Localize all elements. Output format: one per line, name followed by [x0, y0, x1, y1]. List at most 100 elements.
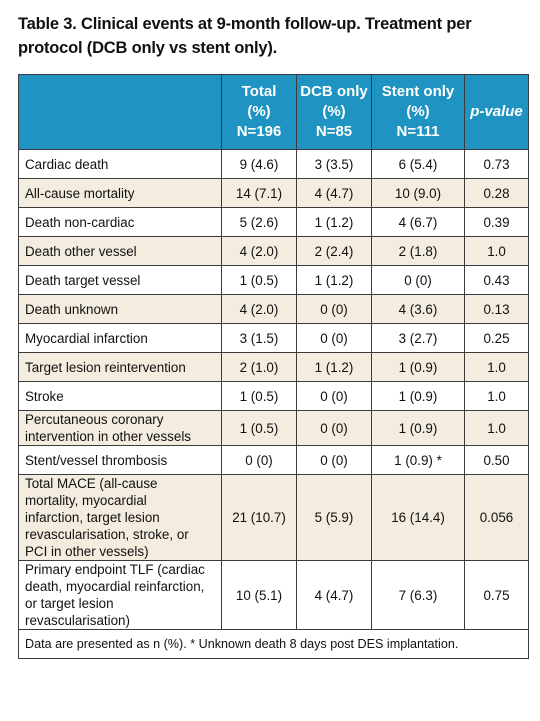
- header-total: Total (%) N=196: [221, 74, 297, 150]
- cell-pvalue: 0.13: [464, 294, 529, 324]
- row-label-line: Death non-cardiac: [25, 214, 135, 230]
- cell-pvalue: 0.75: [464, 560, 529, 630]
- clinical-events-table: Total (%) N=196 DCB only (%) N=85 Stent …: [18, 74, 529, 659]
- row-label-line: Percutaneous coronary: [25, 412, 164, 427]
- row-label-line: Primary endpoint TLF (cardiac: [25, 562, 205, 577]
- cell-total: 1 (0.5): [221, 265, 297, 295]
- cell-pvalue: 1.0: [464, 410, 529, 446]
- row-label: Death non-cardiac: [18, 207, 222, 237]
- row-label: Death other vessel: [18, 236, 222, 266]
- cell-total: 3 (1.5): [221, 323, 297, 353]
- row-label: Cardiac death: [18, 149, 222, 179]
- header-pvalue: p-value: [464, 74, 529, 150]
- row-label-line: infarction, target lesion: [25, 510, 160, 525]
- cell-pvalue: 0.056: [464, 474, 529, 561]
- cell-dcb: 4 (4.7): [296, 178, 372, 208]
- cell-dcb: 0 (0): [296, 294, 372, 324]
- cell-pvalue: 0.73: [464, 149, 529, 179]
- table-row: Total MACE (all-cause mortality, myocardi…: [18, 474, 529, 561]
- table-row: Death non-cardiac 5 (2.6) 1 (1.2) 4 (6.7) 0.…: [18, 207, 529, 237]
- header-label-cell: [18, 74, 222, 150]
- cell-stent: 1 (0.9): [371, 352, 465, 382]
- table-row: Primary endpoint TLF (cardiac death, myoc…: [18, 560, 529, 630]
- cell-dcb: 0 (0): [296, 323, 372, 353]
- cell-dcb: 2 (2.4): [296, 236, 372, 266]
- row-label-line: or target lesion: [25, 596, 114, 611]
- cell-stent: 3 (2.7): [371, 323, 465, 353]
- row-label: All-cause mortality: [18, 178, 222, 208]
- header-dcb-line: DCB only: [300, 83, 368, 100]
- cell-total: 4 (2.0): [221, 294, 297, 324]
- cell-stent: 1 (0.9): [371, 381, 465, 411]
- header-dcb-line: (%): [322, 103, 346, 120]
- table-row: Target lesion reintervention 2 (1.0) 1 (1.…: [18, 352, 529, 382]
- header-stent-line: (%): [406, 103, 430, 120]
- table-row: All-cause mortality 14 (7.1) 4 (4.7) 10 (9.…: [18, 178, 529, 208]
- header-dcb: DCB only (%) N=85: [296, 74, 372, 150]
- row-label-line: Stroke: [25, 388, 64, 404]
- row-label-line: Death target vessel: [25, 272, 141, 288]
- cell-pvalue: 0.39: [464, 207, 529, 237]
- row-label-line: Cardiac death: [25, 156, 109, 172]
- caption-line-2: protocol (DCB only vs stent only).: [18, 39, 278, 57]
- cell-stent: 1 (0.9) *: [371, 445, 465, 475]
- cell-pvalue: 0.28: [464, 178, 529, 208]
- row-label-line: Myocardial infarction: [25, 330, 148, 346]
- cell-stent: 10 (9.0): [371, 178, 465, 208]
- cell-pvalue: 1.0: [464, 381, 529, 411]
- header-stent-line: Stent only: [381, 83, 455, 100]
- cell-total: 10 (5.1): [221, 560, 297, 630]
- header-total-line: Total: [241, 83, 277, 100]
- table-body: Cardiac death 9 (4.6) 3 (3.5) 6 (5.4) 0.73 Al…: [18, 149, 529, 630]
- cell-stent: 2 (1.8): [371, 236, 465, 266]
- row-label: Total MACE (all-cause mortality, myocardi…: [18, 474, 222, 561]
- cell-dcb: 4 (4.7): [296, 560, 372, 630]
- cell-pvalue: 1.0: [464, 352, 529, 382]
- cell-dcb: 0 (0): [296, 445, 372, 475]
- row-label: Stroke: [18, 381, 222, 411]
- table-row: Stroke 1 (0.5) 0 (0) 1 (0.9) 1.0: [18, 381, 529, 411]
- cell-stent: 6 (5.4): [371, 149, 465, 179]
- header-total-line: (%): [247, 103, 271, 120]
- table-row: Death target vessel 1 (0.5) 1 (1.2) 0 (0) 0.…: [18, 265, 529, 295]
- row-label-line: revascularisation): [25, 613, 130, 628]
- row-label: Death target vessel: [18, 265, 222, 295]
- cell-pvalue: 0.43: [464, 265, 529, 295]
- cell-pvalue: 0.25: [464, 323, 529, 353]
- row-label: Percutaneous coronary intervention in oth…: [18, 410, 222, 446]
- table-row: Death other vessel 4 (2.0) 2 (2.4) 2 (1.8) 1…: [18, 236, 529, 266]
- header-total-line: N=196: [236, 123, 282, 140]
- cell-total: 21 (10.7): [221, 474, 297, 561]
- table-row: Death unknown 4 (2.0) 0 (0) 4 (3.6) 0.13: [18, 294, 529, 324]
- cell-stent: 4 (6.7): [371, 207, 465, 237]
- cell-stent: 1 (0.9): [371, 410, 465, 446]
- cell-stent: 16 (14.4): [371, 474, 465, 561]
- row-label-line: Total MACE (all-cause: [25, 476, 158, 491]
- cell-dcb: 1 (1.2): [296, 207, 372, 237]
- cell-total: 14 (7.1): [221, 178, 297, 208]
- cell-stent: 4 (3.6): [371, 294, 465, 324]
- cell-dcb: 5 (5.9): [296, 474, 372, 561]
- row-label: Primary endpoint TLF (cardiac death, myoc…: [18, 560, 222, 630]
- cell-dcb: 1 (1.2): [296, 265, 372, 295]
- row-label-line: Death other vessel: [25, 243, 137, 259]
- cell-total: 1 (0.5): [221, 410, 297, 446]
- cell-stent: 7 (6.3): [371, 560, 465, 630]
- row-label-line: Stent/vessel thrombosis: [25, 452, 168, 468]
- cell-total: 5 (2.6): [221, 207, 297, 237]
- table-row: Cardiac death 9 (4.6) 3 (3.5) 6 (5.4) 0.73: [18, 149, 529, 179]
- cell-dcb: 3 (3.5): [296, 149, 372, 179]
- cell-total: 9 (4.6): [221, 149, 297, 179]
- cell-dcb: 0 (0): [296, 381, 372, 411]
- row-label-line: revascularisation, stroke, or: [25, 527, 189, 542]
- row-label: Stent/vessel thrombosis: [18, 445, 222, 475]
- row-label-line: mortality, myocardial: [25, 493, 147, 508]
- table-row: Myocardial infarction 3 (1.5) 0 (0) 3 (2.7)…: [18, 323, 529, 353]
- cell-pvalue: 0.50: [464, 445, 529, 475]
- row-label-line: death, myocardial reinfarction,: [25, 579, 205, 594]
- row-label-line: Target lesion reintervention: [25, 359, 186, 375]
- header-stent-line: N=111: [396, 123, 440, 140]
- cell-stent: 0 (0): [371, 265, 465, 295]
- row-label-line: Death unknown: [25, 301, 119, 317]
- row-label-line: intervention in other vessels: [25, 429, 191, 444]
